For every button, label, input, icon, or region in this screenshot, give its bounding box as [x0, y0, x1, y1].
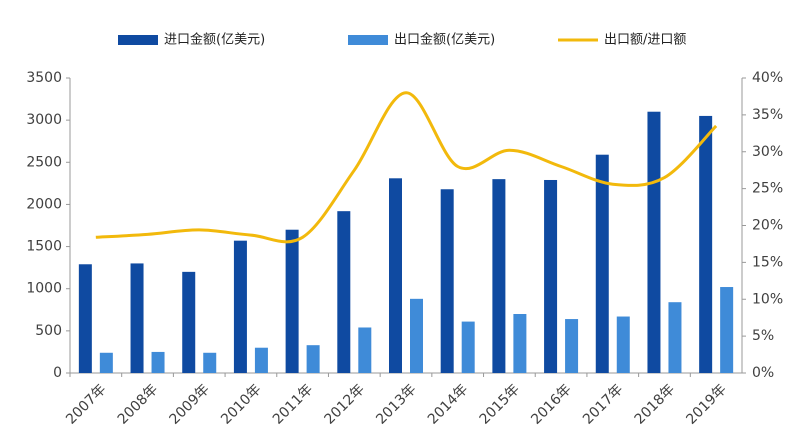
- bar: [254, 347, 268, 373]
- legend-swatch: [118, 35, 158, 45]
- bar: [544, 179, 558, 373]
- y-tick-label: 3000: [26, 112, 62, 128]
- x-tick-label: 2011年: [270, 381, 316, 427]
- x-tick-label: 2018年: [632, 381, 678, 427]
- bar: [285, 229, 299, 373]
- x-tick-label: 2014年: [425, 381, 471, 427]
- bar: [720, 287, 734, 373]
- bar: [358, 327, 372, 373]
- x-tick-label: 2013年: [373, 381, 419, 427]
- x-tick-label: 2012年: [322, 381, 368, 427]
- bar: [99, 352, 113, 373]
- bar: [233, 240, 247, 373]
- bar: [440, 189, 454, 373]
- bar: [492, 179, 506, 373]
- legend-swatch: [348, 35, 388, 45]
- line: [95, 91, 718, 244]
- bar: [699, 115, 713, 373]
- x-tick-label: 2017年: [580, 381, 626, 427]
- y-tick-label: 1000: [26, 281, 62, 297]
- y2-tick-label: 5%: [752, 328, 774, 344]
- bar: [78, 264, 92, 373]
- y-tick-label: 2500: [26, 154, 62, 170]
- bar: [337, 211, 351, 373]
- y2-tick-label: 30%: [752, 144, 783, 160]
- x-tick-label: 2019年: [683, 381, 729, 427]
- bar: [668, 302, 682, 373]
- bar: [410, 298, 423, 373]
- x-tick-label: 2007年: [63, 381, 109, 427]
- bar: [595, 154, 609, 373]
- y-tick-label: 1500: [26, 239, 62, 255]
- bar: [616, 316, 630, 373]
- bar: [647, 111, 661, 373]
- y2-tick-label: 40%: [752, 70, 783, 86]
- bar: [306, 345, 320, 373]
- bar: [182, 271, 196, 373]
- legend-label: 出口金额(亿美元): [394, 32, 495, 48]
- x-tick-label: 2008年: [115, 381, 161, 427]
- bar: [389, 178, 402, 373]
- legend-label: 进口金额(亿美元): [164, 32, 265, 48]
- y2-tick-label: 10%: [752, 291, 783, 307]
- y-tick-label: 500: [35, 323, 62, 339]
- x-tick-label: 2010年: [218, 381, 264, 427]
- y2-tick-label: 35%: [752, 107, 783, 123]
- bar: [565, 319, 579, 373]
- x-tick-label: 2015年: [477, 381, 523, 427]
- x-tick-label: 2009年: [166, 381, 212, 427]
- bar: [203, 352, 217, 373]
- bar: [461, 321, 475, 373]
- y-tick-label: 0: [53, 365, 62, 381]
- y2-tick-label: 0%: [752, 365, 774, 381]
- legend-label: 出口额/进口额: [604, 33, 686, 48]
- y-tick-label: 3500: [26, 70, 62, 86]
- bar: [151, 351, 165, 373]
- y2-tick-label: 15%: [752, 254, 783, 270]
- y-tick-label: 2000: [26, 196, 62, 212]
- y2-tick-label: 25%: [752, 181, 783, 197]
- bar: [130, 263, 144, 373]
- y2-tick-label: 20%: [752, 218, 783, 234]
- bar: [513, 314, 527, 373]
- x-tick-label: 2016年: [528, 381, 574, 427]
